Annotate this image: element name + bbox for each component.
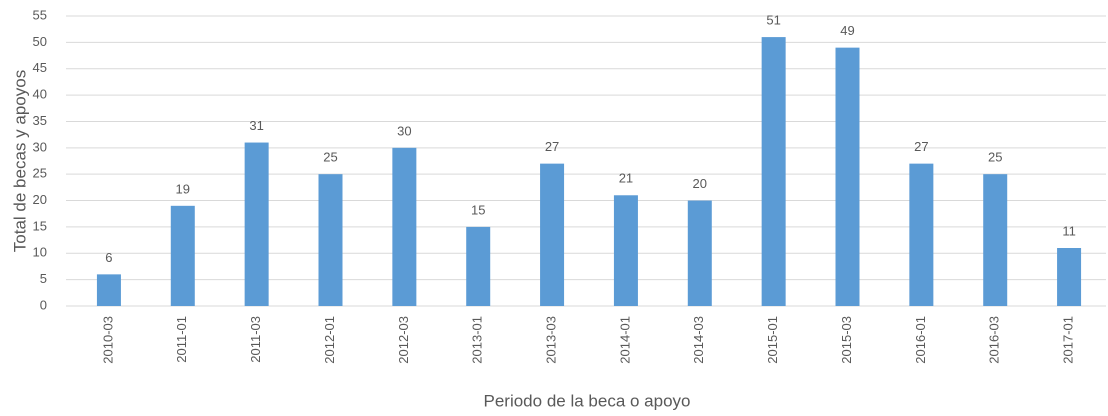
bar	[318, 174, 343, 306]
data-label: 31	[249, 118, 263, 133]
x-tick-label: 2013-01	[470, 316, 485, 364]
y-tick-label: 15	[33, 218, 47, 233]
data-label: 27	[914, 139, 928, 154]
bar	[1057, 248, 1082, 306]
x-tick-label: 2014-01	[617, 316, 632, 364]
y-tick-label: 40	[33, 87, 47, 102]
data-label: 49	[840, 23, 854, 38]
x-tick-label: 2016-03	[987, 316, 1002, 364]
bar	[613, 195, 638, 306]
y-tick-label: 50	[33, 34, 47, 49]
x-tick-label: 2011-01	[174, 316, 189, 363]
x-tick-label: 2011-03	[248, 316, 263, 363]
y-tick-label: 35	[33, 113, 47, 128]
data-label: 19	[176, 181, 190, 196]
bar	[466, 226, 491, 306]
x-axis-title: Periodo de la beca o apoyo	[484, 391, 691, 410]
bar	[687, 200, 712, 306]
data-label: 51	[766, 13, 780, 28]
y-tick-label: 45	[33, 60, 47, 75]
bar	[392, 147, 417, 306]
x-tick-label: 2015-01	[765, 316, 780, 364]
data-label: 20	[693, 176, 707, 191]
data-label: 25	[988, 150, 1002, 165]
data-label: 21	[619, 171, 633, 186]
x-tick-label: 2014-03	[691, 316, 706, 364]
y-tick-label: 5	[40, 271, 47, 286]
x-tick-label: 2015-03	[839, 316, 854, 364]
bar	[761, 37, 786, 306]
x-tick-label: 2017-01	[1061, 316, 1076, 364]
x-tick-label: 2016-01	[913, 316, 928, 364]
y-tick-label: 0	[40, 297, 47, 312]
x-tick-label: 2013-03	[544, 316, 559, 364]
y-tick-label: 10	[33, 245, 47, 260]
bar	[96, 274, 121, 306]
data-label: 6	[105, 250, 112, 265]
data-label: 15	[471, 202, 485, 217]
data-label: 30	[397, 123, 411, 138]
bar	[835, 47, 860, 307]
x-tick-label: 2010-03	[100, 316, 115, 364]
bar	[170, 205, 195, 306]
data-label: 25	[323, 150, 337, 165]
x-tick-label: 2012-01	[322, 316, 337, 364]
data-label: 27	[545, 139, 559, 154]
y-axis-title: Total de becas y apoyos	[10, 70, 29, 252]
bar	[244, 142, 269, 306]
y-tick-label: 25	[33, 166, 47, 181]
bar	[540, 163, 565, 306]
bar	[983, 174, 1008, 306]
x-tick-label: 2012-03	[396, 316, 411, 364]
y-tick-label: 30	[33, 139, 47, 154]
y-tick-label: 55	[33, 7, 47, 22]
y-tick-label: 20	[33, 192, 47, 207]
data-label: 11	[1062, 223, 1076, 238]
bar	[909, 163, 934, 306]
